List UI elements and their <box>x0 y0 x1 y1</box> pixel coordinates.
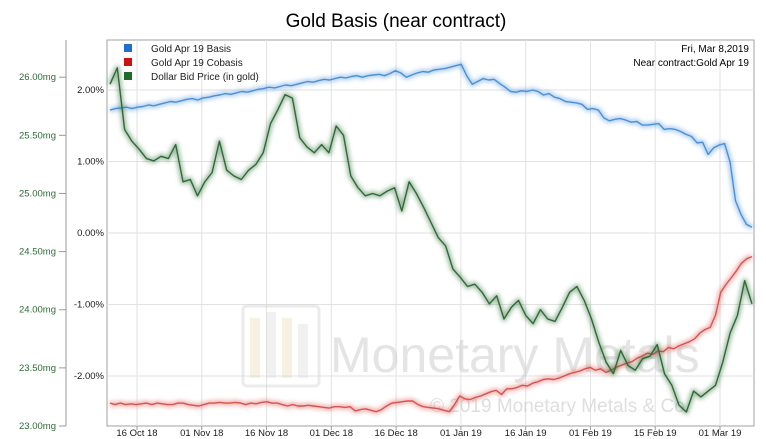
monetary-metals-logo <box>241 304 321 388</box>
x-tick-label: 01 Nov 18 <box>180 428 223 439</box>
x-axis: 16 Oct 18 01 Nov 18 16 Nov 18 01 Dec 18 16 D… <box>116 426 741 439</box>
legend-label-basis: Gold Apr 19 Basis <box>151 44 231 55</box>
right-tick-label: 2.00% <box>77 85 104 96</box>
chart-title: Gold Basis (near contract) <box>286 11 507 32</box>
left-tick-label: 24.50mg <box>19 247 56 258</box>
date-label: Fri, Mar 8,2019 <box>681 44 749 55</box>
right-tick-label: 1.00% <box>77 157 104 168</box>
left-tick-label: 24.00mg <box>19 305 56 316</box>
x-tick-label: 01 Dec 18 <box>310 428 353 439</box>
legend-swatch-dollar <box>124 72 132 80</box>
legend-label-cobasis: Gold Apr 19 Cobasis <box>151 58 243 69</box>
dollar-bid-price-line <box>109 67 753 413</box>
left-tick-label: 25.00mg <box>19 188 56 199</box>
legend-swatch-cobasis <box>124 58 132 66</box>
legend-swatch-basis <box>124 44 132 52</box>
right-tick-label: -2.00% <box>74 371 105 382</box>
x-tick-label: 01 Feb 19 <box>569 428 612 439</box>
contract-label: Near contract:Gold Apr 19 <box>633 58 749 69</box>
right-tick-label: 0.00% <box>77 228 104 239</box>
x-tick-label: 16 Nov 18 <box>245 428 288 439</box>
left-tick-label: 23.00mg <box>19 421 56 432</box>
left-tick-label: 23.50mg <box>19 363 56 374</box>
x-tick-label: 01 Jan 19 <box>440 428 482 439</box>
watermark-text: Monetary Metals <box>330 327 700 383</box>
x-tick-label: 16 Dec 18 <box>374 428 417 439</box>
x-tick-label: 16 Oct 18 <box>116 428 157 439</box>
right-axis: 2.00% 1.00% 0.00% -1.00% -2.00% <box>74 85 105 382</box>
series-layer <box>107 61 755 415</box>
legend-label-dollar: Dollar Bid Price (in gold) <box>151 72 259 83</box>
x-tick-label: 15 Feb 19 <box>634 428 677 439</box>
cobasis-line <box>109 255 753 413</box>
right-tick-label: -1.00% <box>74 299 105 310</box>
left-axis: 26.00mg 25.50mg 25.00mg 24.50mg 24.00mg 23.50… <box>19 40 67 432</box>
x-tick-label: 01 Mar 19 <box>699 428 742 439</box>
legend: Gold Apr 19 Basis Gold Apr 19 Cobasis Do… <box>124 44 259 83</box>
left-tick-label: 25.50mg <box>19 130 56 141</box>
x-tick-label: 16 Jan 19 <box>505 428 547 439</box>
left-tick-label: 26.00mg <box>19 72 56 83</box>
basis-line <box>109 63 753 228</box>
copyright-text: © 2019 Monetary Metals & Co. <box>430 396 690 417</box>
